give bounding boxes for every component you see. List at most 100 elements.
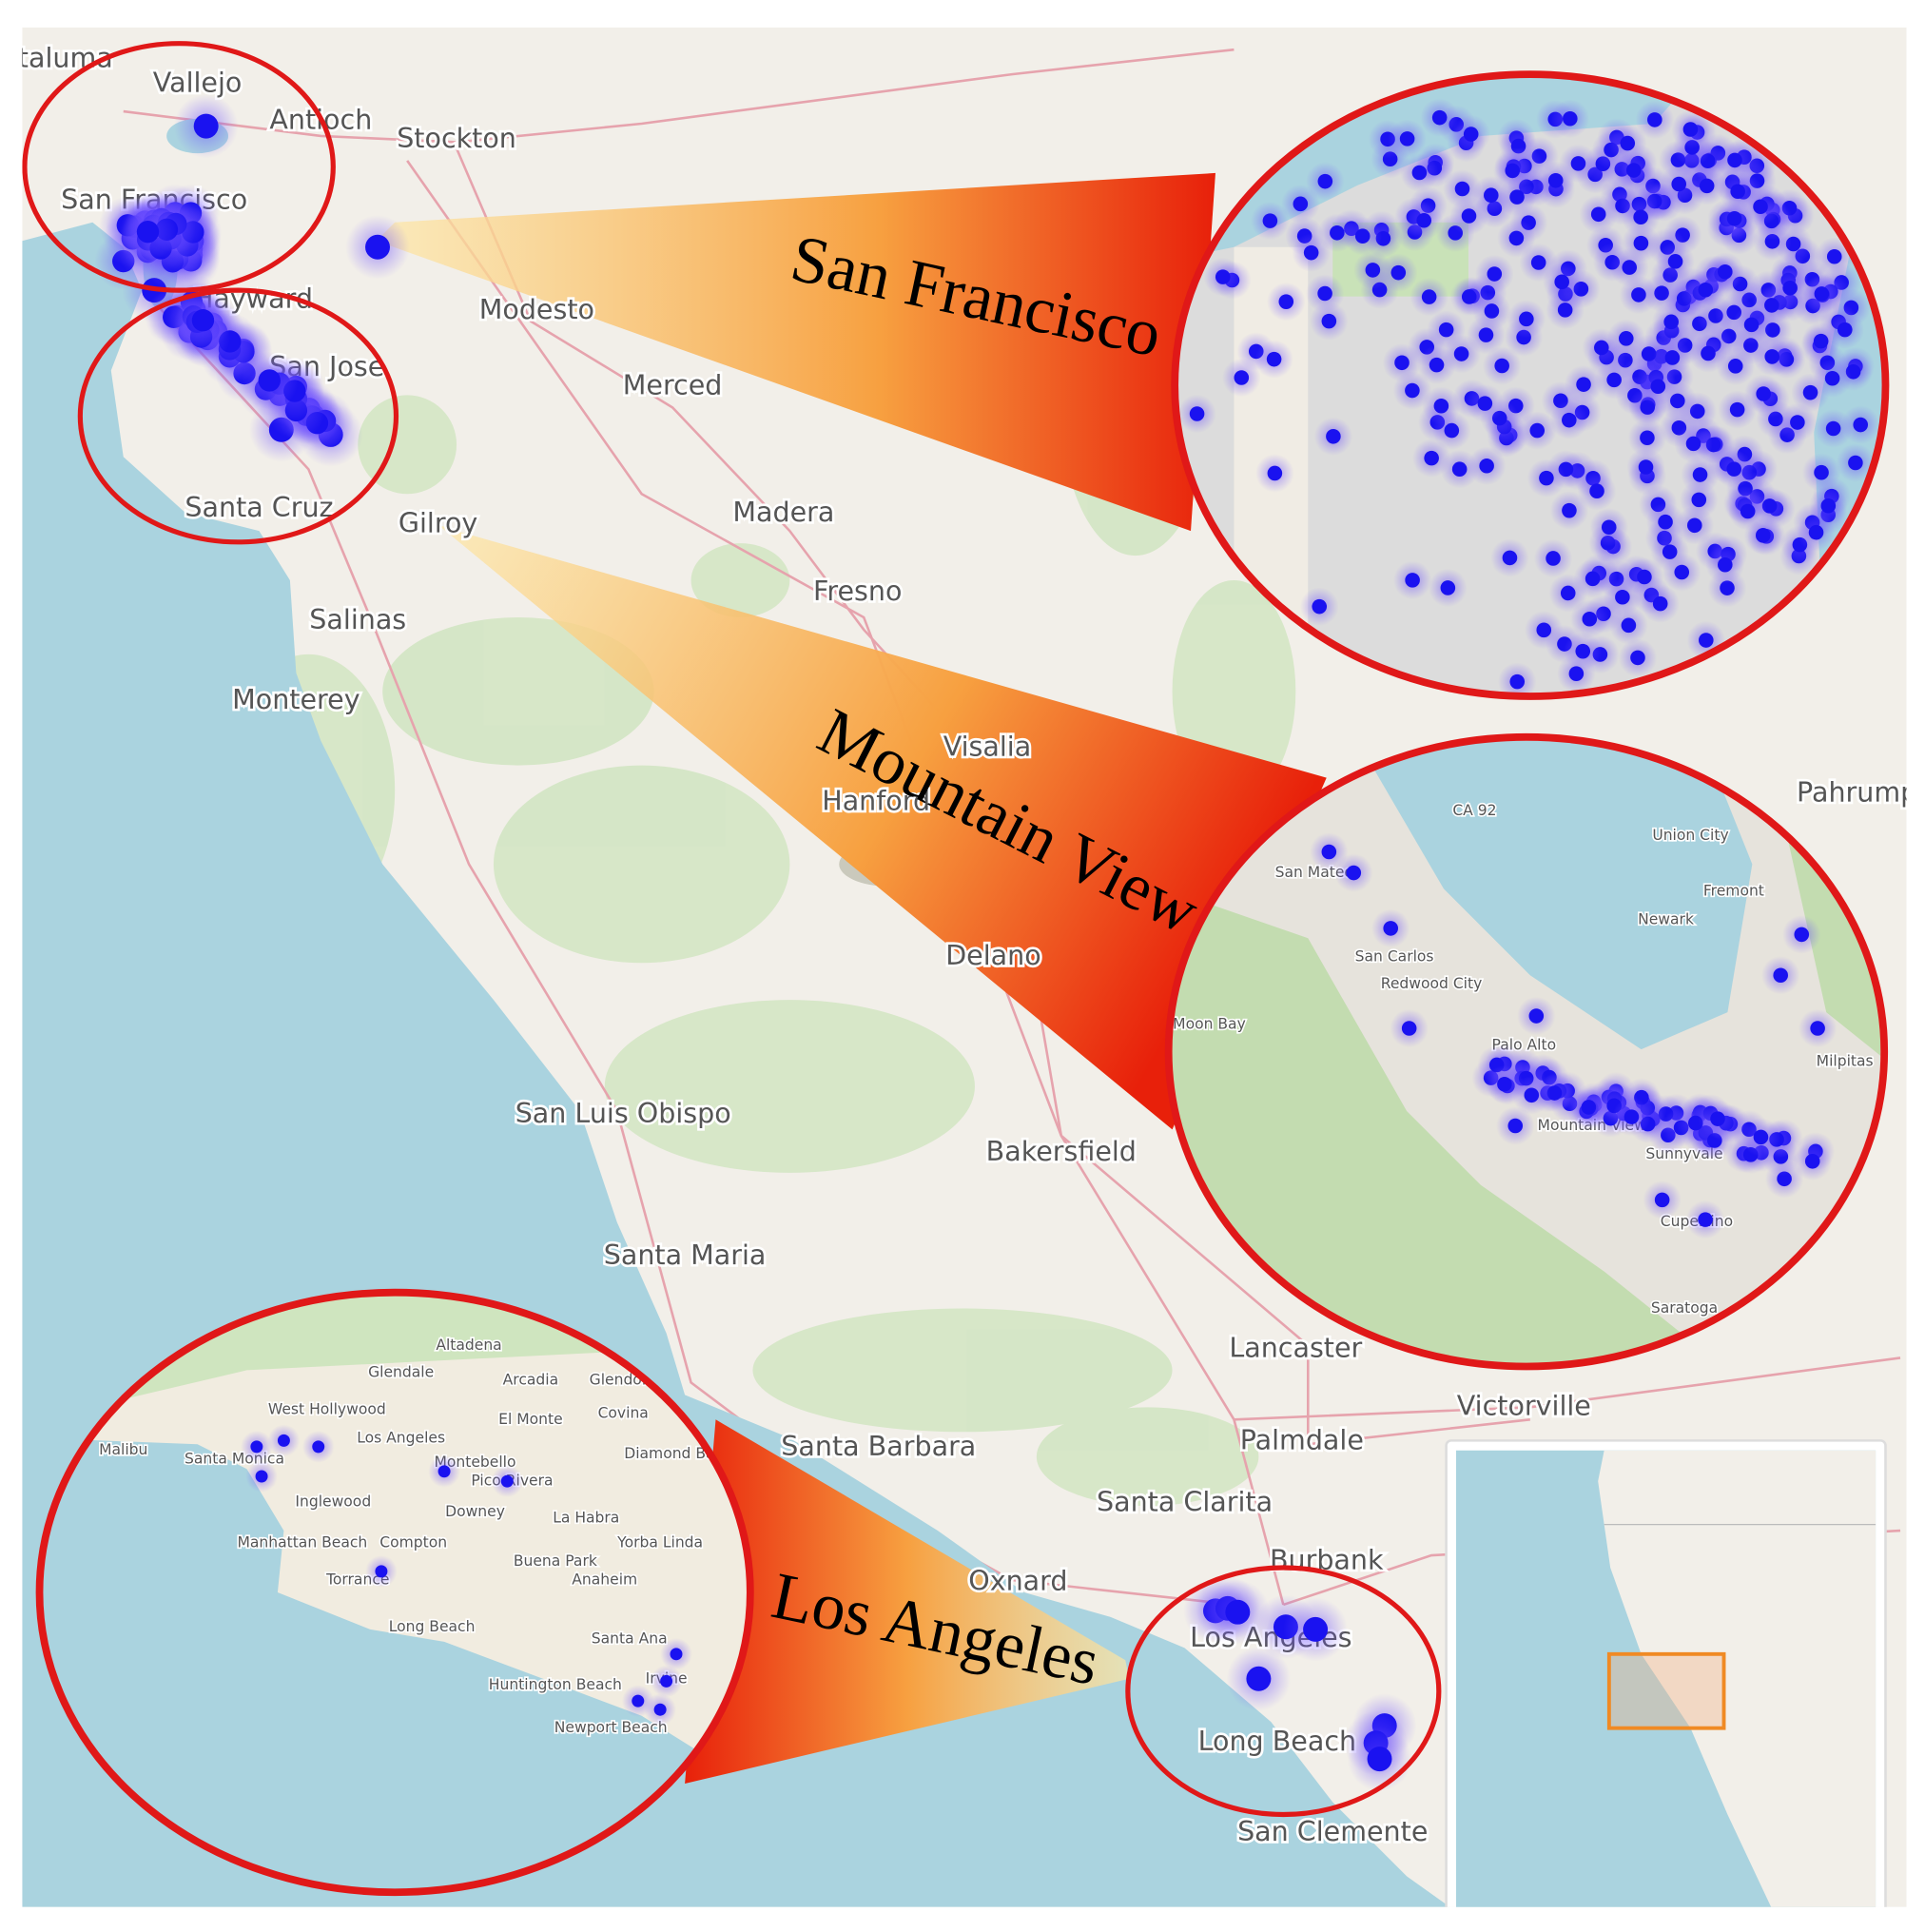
location-dot — [1401, 1021, 1417, 1036]
place-labels: PetalumaVallejoAntiochStocktonSan Franci… — [22, 40, 1906, 1850]
location-dot — [1685, 436, 1701, 452]
inset-place-label: Diamond Bar — [624, 1445, 721, 1462]
location-dot — [1637, 569, 1652, 585]
location-dot — [653, 1703, 667, 1716]
location-dot — [1546, 1085, 1563, 1101]
location-dot — [1461, 208, 1477, 224]
place-label: San Clemente — [1237, 1816, 1428, 1847]
location-dot — [1529, 422, 1546, 439]
location-dot — [1451, 461, 1468, 477]
location-dot — [1582, 611, 1598, 627]
location-dot — [1630, 650, 1645, 666]
inset-rings — [35, 70, 1890, 1897]
location-dot — [1620, 135, 1636, 151]
location-dot — [1367, 1747, 1392, 1772]
location-dot — [1699, 633, 1714, 648]
inset-place-label: San Carlos — [1355, 947, 1434, 965]
location-dot — [1346, 865, 1362, 881]
cone-san-francisco — [376, 172, 1215, 532]
place-label: Lancaster — [1229, 1332, 1362, 1363]
circle-bay-north — [22, 41, 336, 293]
location-dot — [1654, 1192, 1670, 1208]
overview-extent — [1606, 1651, 1726, 1730]
location-dot — [1764, 298, 1779, 313]
location-dot — [1740, 503, 1756, 519]
location-dot — [1321, 844, 1337, 860]
location-dot — [1440, 580, 1456, 595]
location-dot — [1215, 269, 1231, 284]
location-dot — [1539, 470, 1554, 486]
location-dot — [1601, 519, 1617, 536]
location-dot — [1563, 110, 1578, 127]
location-dot — [1484, 303, 1500, 319]
location-dot — [1487, 266, 1503, 282]
location-dot — [1312, 598, 1328, 615]
place-label: Vallejo — [153, 67, 243, 98]
location-dot — [1729, 401, 1745, 418]
location-dot — [1326, 429, 1341, 444]
location-dot — [1621, 617, 1637, 634]
location-dot — [1405, 573, 1420, 588]
location-dot — [1536, 622, 1552, 638]
location-dot — [1478, 327, 1494, 342]
location-dot — [1461, 289, 1477, 304]
location-dot — [1405, 382, 1420, 399]
location-dot — [1568, 666, 1585, 681]
location-dot — [1606, 372, 1622, 388]
location-dot — [1701, 345, 1716, 361]
place-label: Merced — [623, 369, 723, 400]
location-dot — [1718, 263, 1733, 280]
location-dot — [1727, 359, 1743, 374]
location-dot — [1562, 412, 1577, 428]
location-dot — [1189, 406, 1205, 421]
place-label: Palmdale — [1240, 1425, 1364, 1456]
location-dot — [1267, 465, 1283, 481]
location-dot — [1826, 248, 1842, 264]
inset-place-label: Long Beach — [389, 1618, 476, 1635]
location-dots — [94, 93, 1417, 1791]
inset-place-label: Compton — [379, 1534, 447, 1551]
place-label: Bakersfield — [986, 1136, 1137, 1167]
inset-place-label: West Hollywood — [268, 1400, 386, 1417]
place-label: Victorville — [1457, 1390, 1591, 1421]
location-dot — [1479, 458, 1494, 474]
location-dot — [375, 1565, 388, 1578]
inset-place-label: Los Angeles — [357, 1429, 445, 1446]
place-label: San Luis Obispo — [515, 1098, 731, 1129]
location-dot — [1453, 346, 1469, 361]
place-label: Delano — [945, 940, 1040, 971]
inset-place-label: Moon Bay — [1173, 1016, 1246, 1033]
location-dot — [1825, 420, 1841, 437]
location-dot — [1365, 263, 1381, 278]
inset-place-label: Newport Beach — [554, 1719, 668, 1736]
location-dot — [1317, 173, 1333, 189]
location-dot — [1633, 235, 1649, 251]
inset-place-label: CA 92 — [1452, 802, 1496, 819]
location-dot — [1416, 212, 1431, 228]
location-dot — [255, 1470, 268, 1483]
location-dot — [1650, 379, 1666, 395]
location-dot — [1698, 1212, 1713, 1227]
place-label: Santa Cruz — [185, 492, 333, 523]
location-dot — [1303, 244, 1319, 261]
inset-place-label: Fremont — [1703, 883, 1764, 900]
location-dot — [1424, 450, 1439, 466]
location-dot — [1667, 254, 1683, 269]
inset-place-label: Altadena — [436, 1337, 501, 1354]
location-dot — [1618, 331, 1634, 346]
location-dot — [1726, 461, 1742, 477]
location-dot — [193, 113, 219, 139]
location-dot — [1853, 417, 1869, 433]
location-dot — [1505, 163, 1521, 179]
location-dot — [1692, 467, 1708, 482]
inset-place-label: El Monte — [498, 1411, 563, 1428]
location-dot — [1528, 1008, 1545, 1024]
location-dot — [1278, 294, 1294, 309]
location-dot — [1433, 398, 1449, 414]
location-dot — [1438, 322, 1454, 338]
location-dot — [632, 1694, 645, 1708]
location-dot — [1824, 370, 1840, 386]
region-circles — [22, 41, 1442, 1818]
inset-place-label: Downey — [445, 1503, 505, 1520]
